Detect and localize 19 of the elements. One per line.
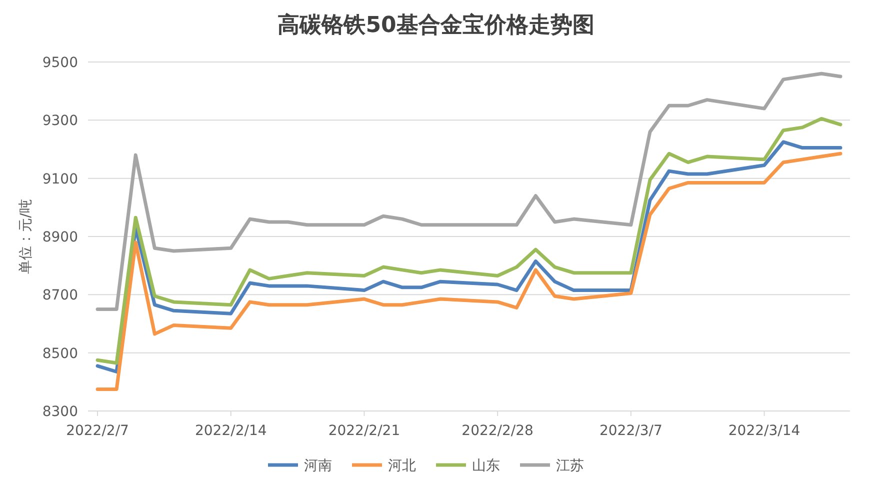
y-tick-label: 9300 <box>42 113 78 130</box>
legend-label: 河南 <box>304 458 332 474</box>
legend-label: 山东 <box>472 458 500 474</box>
x-tick-label: 2022/3/7 <box>599 423 662 439</box>
legend-label: 河北 <box>388 458 416 474</box>
x-tick-label: 2022/2/7 <box>66 423 129 439</box>
y-tick-label: 8900 <box>42 230 78 246</box>
legend-label: 江苏 <box>556 458 584 474</box>
y-tick-label: 8300 <box>42 404 78 420</box>
x-tick-label: 2022/3/14 <box>728 423 800 439</box>
chart-title: 高碳铬铁50基合金宝价格走势图 <box>278 12 594 38</box>
y-tick-label: 8500 <box>42 346 78 362</box>
y-tick-label: 8700 <box>42 288 78 304</box>
x-tick-label: 2022/2/14 <box>194 423 267 439</box>
y-tick-label: 9100 <box>42 171 78 188</box>
x-tick-label: 2022/2/21 <box>328 423 400 439</box>
y-tick-label: 9500 <box>42 55 78 71</box>
y-axis-title: 单位：元/吨 <box>18 199 34 274</box>
x-tick-label: 2022/2/28 <box>462 423 534 439</box>
